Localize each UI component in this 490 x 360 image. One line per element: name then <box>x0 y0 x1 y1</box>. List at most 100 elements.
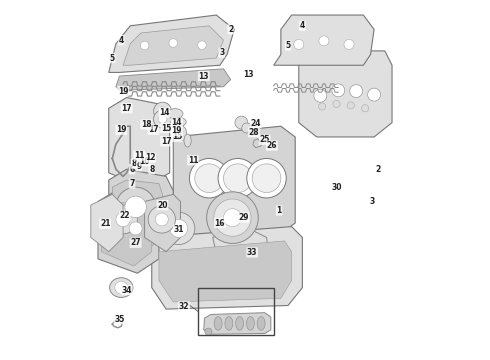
Polygon shape <box>109 98 170 187</box>
Ellipse shape <box>225 317 233 330</box>
Text: 2: 2 <box>228 25 233 34</box>
Text: 14: 14 <box>172 118 182 127</box>
Circle shape <box>218 158 258 198</box>
Text: 24: 24 <box>250 119 261 128</box>
Ellipse shape <box>257 317 265 330</box>
Circle shape <box>122 215 149 242</box>
Circle shape <box>344 40 354 49</box>
Circle shape <box>170 220 188 237</box>
Circle shape <box>350 85 363 98</box>
Text: 5: 5 <box>286 41 291 50</box>
Circle shape <box>362 105 368 112</box>
Circle shape <box>163 212 195 244</box>
Ellipse shape <box>173 118 186 126</box>
Text: 18: 18 <box>141 120 152 129</box>
Text: 8: 8 <box>131 159 137 168</box>
Text: 17: 17 <box>122 104 132 113</box>
Circle shape <box>190 158 229 198</box>
Polygon shape <box>98 191 159 273</box>
Text: 27: 27 <box>130 238 141 247</box>
Circle shape <box>318 103 326 110</box>
Circle shape <box>169 39 177 47</box>
Bar <box>198 288 274 335</box>
Circle shape <box>109 205 137 234</box>
Text: 2: 2 <box>375 165 380 174</box>
Text: 4: 4 <box>300 21 305 30</box>
Text: 20: 20 <box>157 201 168 210</box>
Text: 17: 17 <box>161 137 171 146</box>
Text: 3: 3 <box>219 48 224 57</box>
Polygon shape <box>152 226 302 309</box>
Text: 13: 13 <box>244 70 254 79</box>
Text: 21: 21 <box>100 219 110 228</box>
Polygon shape <box>112 180 163 252</box>
Circle shape <box>214 199 251 236</box>
Text: 8: 8 <box>149 165 154 174</box>
Text: 19: 19 <box>172 126 182 135</box>
Circle shape <box>235 116 248 129</box>
Ellipse shape <box>167 109 183 119</box>
Circle shape <box>116 187 155 226</box>
Circle shape <box>158 115 167 123</box>
Text: 22: 22 <box>120 211 130 220</box>
Text: 29: 29 <box>238 213 248 222</box>
Circle shape <box>319 36 329 46</box>
Circle shape <box>333 100 340 108</box>
Ellipse shape <box>246 317 254 330</box>
Polygon shape <box>145 194 180 252</box>
Text: 31: 31 <box>173 225 184 234</box>
Ellipse shape <box>184 134 191 147</box>
Circle shape <box>368 88 381 101</box>
Circle shape <box>205 328 212 335</box>
Text: 15: 15 <box>161 123 171 132</box>
Text: 1: 1 <box>276 206 282 215</box>
Ellipse shape <box>178 126 187 140</box>
Text: 15: 15 <box>172 132 182 141</box>
Circle shape <box>223 164 252 193</box>
Circle shape <box>158 107 167 116</box>
Text: 6: 6 <box>129 165 135 174</box>
Polygon shape <box>173 126 295 241</box>
Circle shape <box>332 84 344 97</box>
Circle shape <box>116 212 130 226</box>
Ellipse shape <box>236 317 244 330</box>
Circle shape <box>207 192 258 243</box>
Polygon shape <box>91 194 123 252</box>
Text: 35: 35 <box>114 315 124 324</box>
Polygon shape <box>159 241 292 302</box>
Text: 16: 16 <box>215 219 225 228</box>
Text: 26: 26 <box>267 141 277 150</box>
Circle shape <box>223 209 242 226</box>
Polygon shape <box>204 313 271 334</box>
Text: 28: 28 <box>248 128 259 137</box>
Text: 33: 33 <box>247 248 257 257</box>
Polygon shape <box>123 26 223 65</box>
Text: 30: 30 <box>331 183 342 192</box>
Circle shape <box>252 164 281 193</box>
Circle shape <box>148 206 175 233</box>
Polygon shape <box>109 15 234 72</box>
Circle shape <box>153 110 172 128</box>
Circle shape <box>153 102 172 120</box>
Polygon shape <box>274 15 374 65</box>
Text: 10: 10 <box>139 157 150 166</box>
Text: 11: 11 <box>134 151 145 160</box>
Circle shape <box>294 40 304 49</box>
Text: 14: 14 <box>159 108 170 117</box>
Text: 25: 25 <box>260 135 270 144</box>
Circle shape <box>314 89 327 102</box>
Circle shape <box>242 123 252 133</box>
Text: 32: 32 <box>179 302 189 311</box>
Circle shape <box>115 281 128 294</box>
Text: 12: 12 <box>145 153 155 162</box>
Text: 17: 17 <box>148 125 159 134</box>
Text: 13: 13 <box>198 72 209 81</box>
Polygon shape <box>253 139 261 148</box>
Polygon shape <box>116 69 231 90</box>
Text: 34: 34 <box>122 285 132 294</box>
Polygon shape <box>213 226 270 280</box>
Circle shape <box>197 41 206 49</box>
Text: 3: 3 <box>369 197 375 206</box>
Text: 4: 4 <box>119 36 124 45</box>
Ellipse shape <box>110 278 133 297</box>
